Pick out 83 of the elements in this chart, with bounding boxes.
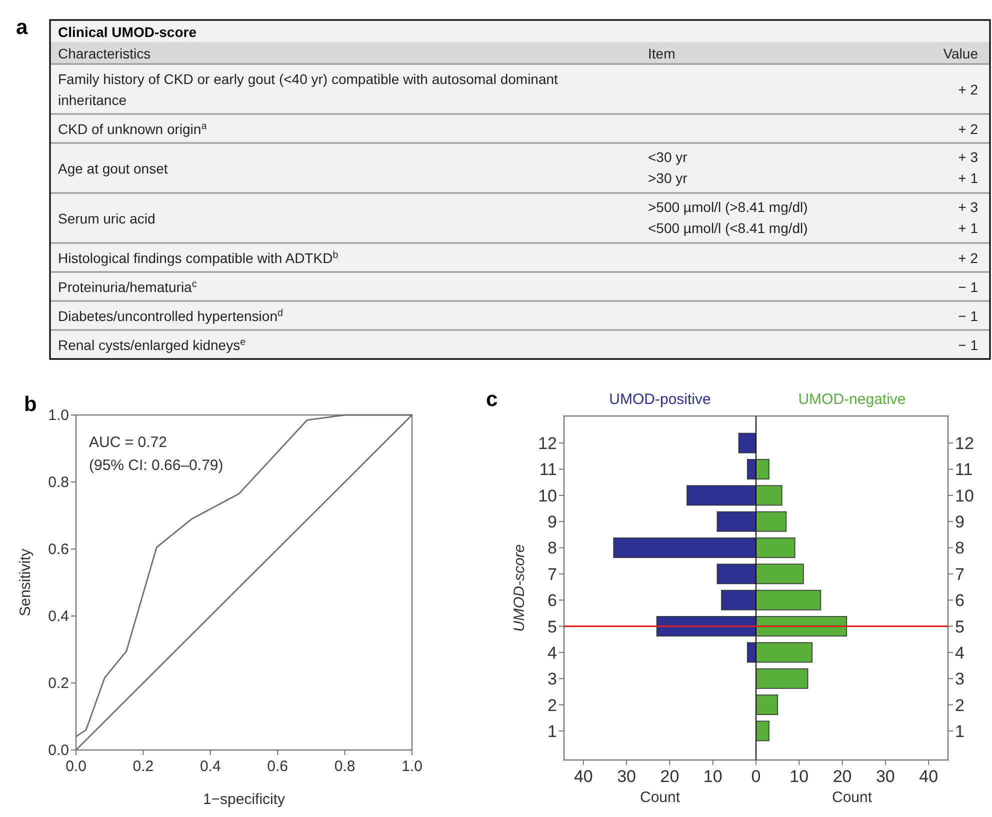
text: CKD of unknown origin$^{a}$: [58, 120, 208, 137]
text: Characteristics: [58, 46, 151, 62]
text: Value: [943, 46, 978, 62]
y-tick-label: 12: [538, 434, 557, 454]
y-axis-title: UMOD-score: [511, 544, 528, 632]
annotation: (95% CI: 0.66–0.79): [89, 457, 224, 474]
text: − 1: [958, 337, 978, 353]
text: + 2: [958, 250, 978, 266]
text: Count: [832, 789, 872, 806]
y-tick-label: 6: [548, 591, 557, 610]
text: − 1: [958, 308, 978, 324]
text: + 3: [958, 199, 978, 215]
text: <500 µmol/l (<8.41 mg/dl): [648, 220, 808, 236]
y-tick-label: 0.2: [48, 675, 69, 692]
text: 5: [955, 617, 964, 636]
text: UMOD-negative: [798, 391, 906, 408]
x-tick-label: 0.0: [66, 758, 86, 775]
y-tick-label: 1.0: [48, 407, 69, 424]
text: + 1: [958, 170, 978, 186]
x-tick-label: 10: [790, 767, 809, 786]
x-tick-label: 40: [919, 767, 938, 786]
text: >500 µmol/l (>8.41 mg/dl): [648, 199, 808, 215]
text: + 2: [958, 82, 978, 98]
x-tick-label: 0.8: [334, 758, 356, 775]
x-tick-label: 20: [832, 767, 852, 786]
category-label: 2: [955, 696, 964, 715]
category-label: 11: [955, 460, 973, 480]
category-label: 8: [955, 538, 964, 558]
text: >30 yr: [648, 170, 688, 186]
category-label: 1: [955, 722, 964, 741]
x-tick-label: 30: [876, 767, 895, 786]
text: b: [24, 393, 37, 416]
category-label: 6: [955, 591, 964, 610]
text: Clinical UMOD-score: [58, 24, 197, 40]
text: + 2: [958, 121, 978, 137]
y-tick-label: 3: [548, 670, 557, 689]
annotation: AUC = 0.72: [89, 434, 167, 451]
category-label: 3: [955, 670, 964, 689]
y-tick-label: 8: [548, 538, 557, 558]
text: Age at gout onset: [58, 160, 168, 176]
y-tick-label: 0.4: [48, 608, 69, 625]
y-tick-label: 4: [548, 643, 557, 662]
y-tick-label: 11: [539, 460, 557, 480]
text: Item: [648, 46, 676, 62]
category-label: 7: [955, 564, 964, 584]
category-label: 10: [955, 486, 974, 506]
y-tick-label: 0.6: [48, 541, 69, 558]
y-tick-label: 2: [548, 696, 557, 715]
category-label: 12: [955, 434, 974, 454]
y-tick-label: 1: [548, 722, 557, 741]
x-tick-label: 30: [617, 767, 636, 786]
y-tick-label: 9: [548, 512, 557, 532]
x-tick-label: 10: [703, 767, 722, 786]
y-tick-label: 10: [538, 486, 557, 506]
text: + 1: [958, 220, 978, 236]
x-tick-label: 0.4: [200, 758, 221, 775]
y-tick-label: 7: [548, 564, 557, 584]
y-axis-title: Sensitivity: [17, 548, 34, 616]
text: a: [16, 16, 28, 39]
text: − 1: [958, 279, 978, 295]
category-label: 4: [955, 643, 964, 662]
x-tick-label: 1.0: [402, 758, 422, 775]
text: <30 yr: [648, 149, 688, 165]
text: + 3: [958, 149, 978, 165]
text: UMOD-positive: [609, 391, 711, 408]
text: Serum uric acid: [58, 210, 156, 226]
text: Diabetes/uncontrolled hypertension$^{d}$: [58, 308, 283, 324]
category-label: 9: [955, 512, 964, 532]
y-tick-label: 5: [548, 617, 557, 636]
x-tick-label: 0.6: [267, 758, 288, 775]
text: c: [486, 388, 498, 411]
text: Histological findings compatible with ADTKD$^{b}$: [58, 250, 339, 266]
x-tick-label: 0.2: [132, 758, 154, 775]
text: Family history of CKD or early gout (<40 yr) compatible with autosomal dominant inheritance: [58, 71, 558, 108]
x-tick-label: 0: [751, 767, 761, 786]
x-axis-title: 1−specificity: [202, 791, 286, 808]
text: Renal cysts/enlarged kidneys$^{e}$: [58, 336, 246, 353]
y-tick-label: 0.8: [48, 474, 69, 491]
x-axis-title: Count: [640, 789, 681, 806]
y-tick-label: 0.0: [48, 742, 69, 759]
x-tick-label: 40: [574, 767, 593, 786]
text: Proteinuria/hematuria$^{c}$: [58, 278, 197, 295]
x-tick-label: 20: [660, 767, 680, 786]
